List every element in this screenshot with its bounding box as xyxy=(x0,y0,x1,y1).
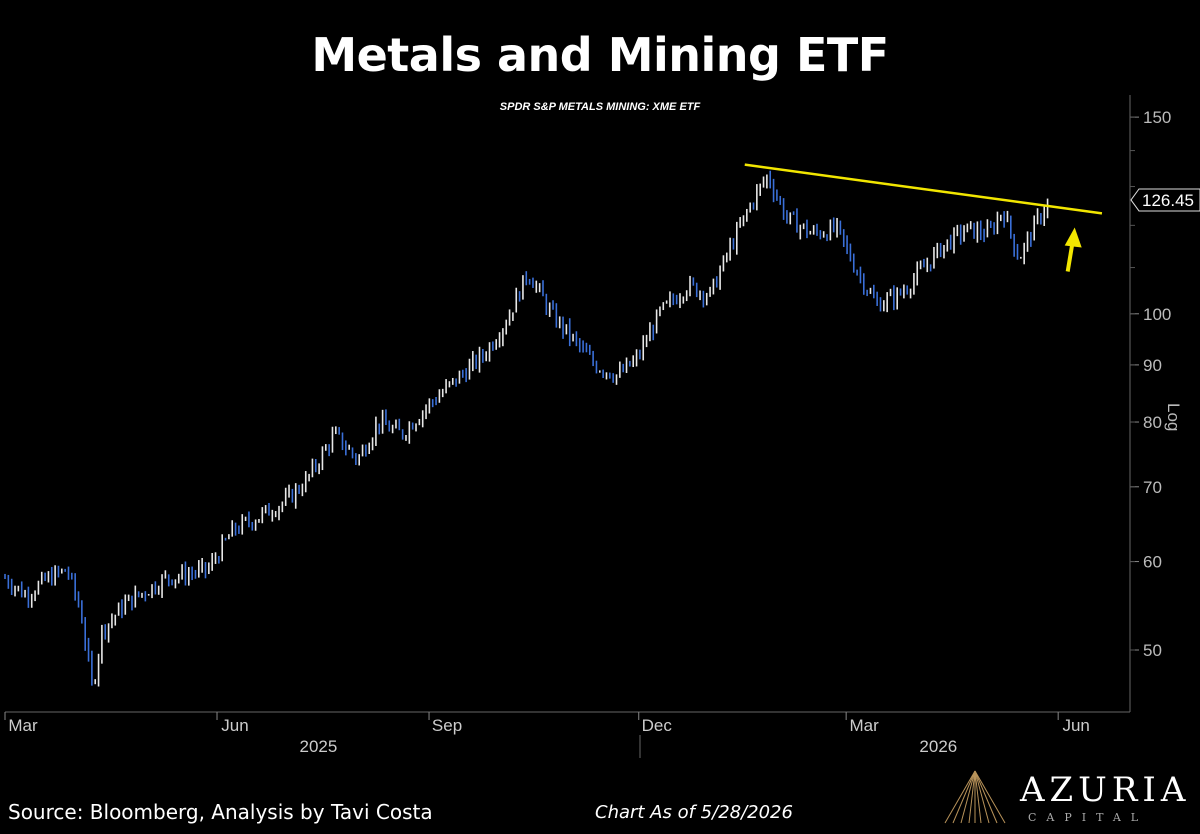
last-price-label: 126.45 xyxy=(1142,191,1194,210)
y-tick-label: 80 xyxy=(1143,413,1162,432)
up-arrow-shaft xyxy=(1065,241,1075,272)
y-tick-label: 50 xyxy=(1143,641,1162,660)
azuria-logo-icon xyxy=(944,770,1006,824)
x-tick-label: Jun xyxy=(221,716,248,735)
x-year-label: 2025 xyxy=(300,737,338,756)
source-note: Source: Bloomberg, Analysis by Tavi Cost… xyxy=(8,800,433,824)
x-tick-label: Sep xyxy=(432,716,462,735)
as-of-date: Chart As of 5/28/2026 xyxy=(595,802,793,823)
resistance-trendline xyxy=(744,163,1103,215)
y-tick-label: 70 xyxy=(1143,478,1162,497)
y-tick-label: 60 xyxy=(1143,553,1162,572)
up-arrow-head xyxy=(1064,227,1082,248)
chart-subtitle: SPDR S&P METALS MINING: XME ETF xyxy=(499,101,701,113)
y-tick-label: 100 xyxy=(1143,305,1171,324)
x-tick-label: Jun xyxy=(1062,716,1089,735)
chart-title: Metals and Mining ETF xyxy=(311,28,889,82)
brand-subtitle: CAPITAL xyxy=(1028,811,1149,824)
brand-name: AZURIA xyxy=(1020,770,1191,810)
x-tick-label: Mar xyxy=(8,716,38,735)
y-tick-label: 90 xyxy=(1143,356,1162,375)
y-tick-label: 150 xyxy=(1143,108,1171,127)
last-price-box xyxy=(1130,188,1200,212)
x-tick-label: Mar xyxy=(850,716,880,735)
x-year-label: 2026 xyxy=(919,737,957,756)
y-axis-label: Log xyxy=(1164,403,1183,431)
x-tick-label: Dec xyxy=(642,716,673,735)
